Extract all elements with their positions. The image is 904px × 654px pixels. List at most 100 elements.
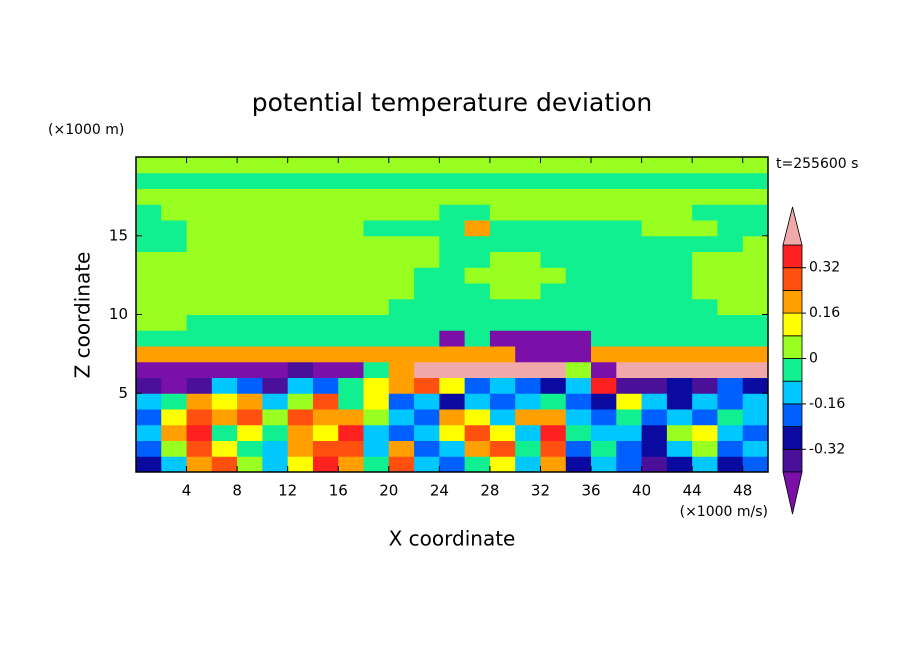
contour-cell	[540, 235, 567, 252]
contour-cell	[692, 283, 718, 300]
x-tick-label: 16	[329, 482, 348, 500]
contour-cell	[186, 235, 213, 252]
contour-cell	[388, 409, 415, 426]
contour-cell	[211, 456, 238, 473]
contour-cell	[591, 440, 617, 457]
contour-cell	[136, 283, 162, 300]
contour-cell	[211, 409, 238, 426]
contour-cell	[161, 220, 188, 237]
contour-cell	[414, 409, 440, 426]
contour-cell	[287, 456, 314, 473]
contour-cell	[641, 314, 668, 331]
contour-cell	[616, 267, 643, 284]
contour-cell	[489, 283, 516, 300]
contour-cell	[161, 424, 188, 441]
contour-cell	[464, 440, 491, 457]
contour-cell	[515, 424, 541, 441]
contour-cell	[515, 377, 541, 394]
contour-cell	[186, 456, 213, 473]
contour-cell	[363, 235, 390, 252]
contour-cell	[489, 377, 516, 394]
contour-cell	[388, 298, 415, 315]
contour-cell	[388, 251, 415, 268]
contour-cell	[666, 204, 693, 221]
contour-cell	[262, 346, 289, 363]
contour-cell	[312, 409, 339, 426]
x-tick-label: 8	[232, 482, 242, 500]
contour-cell	[186, 346, 213, 363]
contour-cell	[414, 172, 440, 189]
contour-cell	[692, 188, 718, 205]
contour-cell	[666, 424, 693, 441]
contour-cell	[666, 251, 693, 268]
contour-cell	[666, 172, 693, 189]
contour-cell	[692, 251, 718, 268]
contour-cell	[211, 393, 238, 410]
contour-cell	[692, 440, 718, 457]
contour-cell	[414, 220, 440, 237]
contour-cell	[414, 298, 440, 315]
colorbar-label: 0	[809, 351, 818, 367]
contour-cell	[565, 377, 592, 394]
contour-cell	[540, 204, 567, 221]
colorbar-top	[782, 206, 803, 246]
contour-cell	[287, 314, 314, 331]
contour-cell	[616, 204, 643, 221]
colorbar-label: -0.32	[809, 441, 845, 457]
contour-cell	[641, 361, 668, 378]
contour-cell	[540, 220, 567, 237]
contour-cell	[489, 172, 516, 189]
contour-cell	[742, 204, 769, 221]
colorbar-band	[782, 426, 803, 450]
contour-cell	[591, 204, 617, 221]
contour-cell	[237, 283, 263, 300]
contour-cell	[312, 440, 339, 457]
contour-cell	[186, 330, 213, 347]
x-tick-label: 32	[531, 482, 550, 500]
contour-cell	[666, 157, 693, 174]
contour-cell	[692, 298, 718, 315]
contour-cell	[237, 346, 263, 363]
contour-cell	[312, 346, 339, 363]
contour-cell	[717, 172, 744, 189]
contour-cell	[616, 172, 643, 189]
contour-cell	[161, 314, 188, 331]
contour-cell	[464, 188, 491, 205]
contour-cell	[717, 251, 744, 268]
contour-cell	[287, 440, 314, 457]
contour-cell	[414, 314, 440, 331]
contour-cell	[666, 377, 693, 394]
contour-cell	[616, 283, 643, 300]
contour-cell	[211, 172, 238, 189]
contour-cell	[186, 283, 213, 300]
contour-cell	[616, 188, 643, 205]
contour-cell	[565, 314, 592, 331]
contour-cell	[211, 267, 238, 284]
contour-cell	[439, 267, 466, 284]
contour-cell	[540, 346, 567, 363]
contour-cell	[211, 235, 238, 252]
contour-cell	[641, 251, 668, 268]
contour-cell	[591, 251, 617, 268]
contour-cell	[363, 172, 390, 189]
contour-cell	[641, 393, 668, 410]
contour-cell	[136, 393, 162, 410]
contour-cell	[540, 188, 567, 205]
contour-cell	[262, 283, 289, 300]
contour-cell	[136, 267, 162, 284]
contour-cell	[439, 330, 466, 347]
contour-cell	[464, 314, 491, 331]
contour-cell	[287, 235, 314, 252]
contour-cell	[312, 330, 339, 347]
contour-cell	[338, 204, 365, 221]
colorbar-band	[782, 267, 803, 291]
contour-cell	[464, 409, 491, 426]
contour-cell	[540, 157, 567, 174]
contour-cell	[161, 188, 188, 205]
x-tick-label: 24	[430, 482, 449, 500]
contour-cell	[540, 393, 567, 410]
contour-cell	[136, 346, 162, 363]
contour-cell	[591, 267, 617, 284]
contour-cell	[742, 267, 769, 284]
contour-cell	[363, 440, 390, 457]
